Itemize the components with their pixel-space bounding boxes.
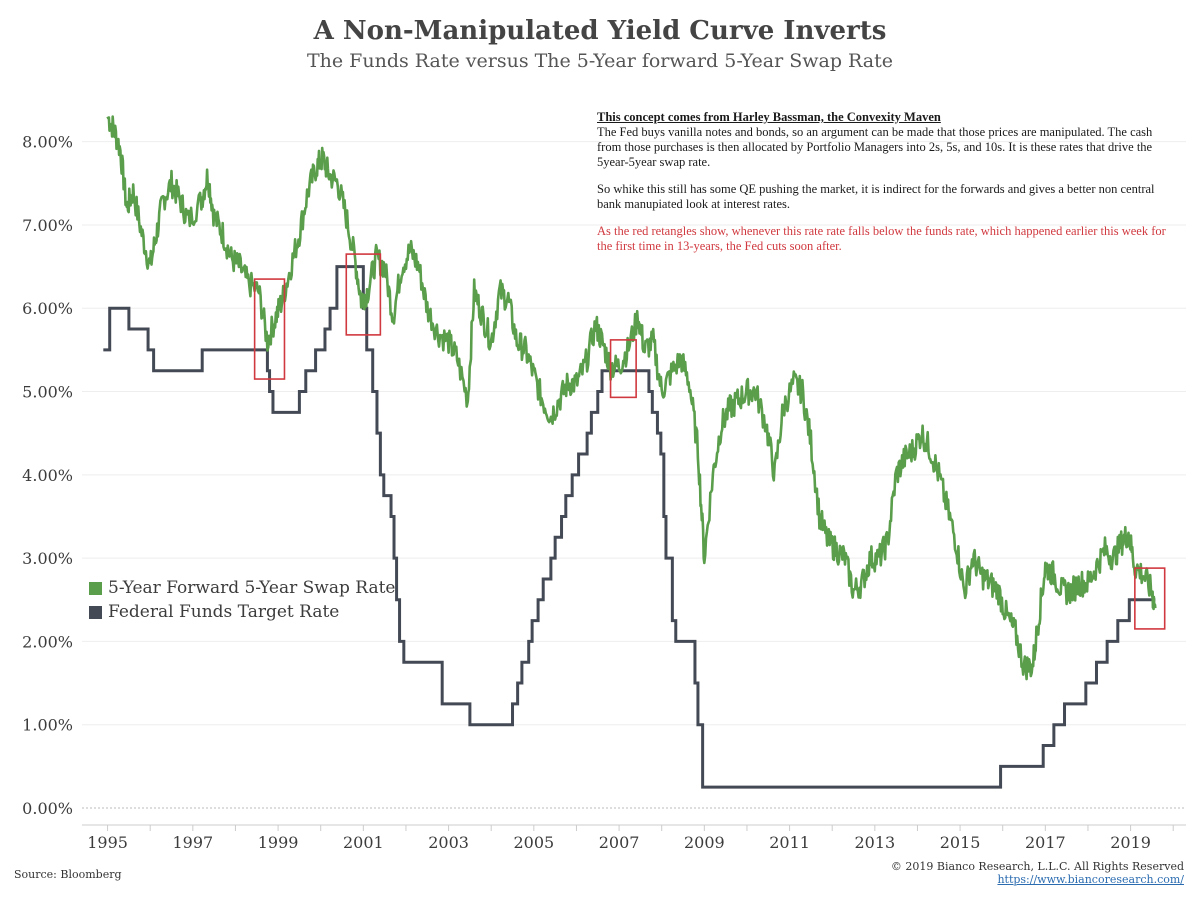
x-tick-label: 1995 [87,833,128,852]
x-tick-label: 2015 [940,833,981,852]
annotation-heading: This concept comes from Harley Bassman, … [597,110,941,124]
legend-label-swap-rate: 5-Year Forward 5-Year Swap Rate [108,578,396,598]
website-link[interactable]: https://www.biancoresearch.com/ [997,873,1184,886]
series-line-swap-rate [106,115,1157,681]
annotation-paragraph-1: The Fed buys vanilla notes and bonds, so… [597,125,1153,169]
highlight-rectangle [345,253,382,336]
legend-label-funds-rate: Federal Funds Target Rate [108,602,340,622]
y-tick-label: 2.00% [22,632,73,651]
x-tick-label: 2001 [343,833,384,852]
highlight-rectangle [253,278,286,380]
x-tick-label: 1999 [258,833,299,852]
y-tick-label: 0.00% [22,799,73,818]
chart-subtitle: The Funds Rate versus The 5-Year forward… [306,50,894,72]
legend-swatch-swap-rate [89,581,102,595]
x-tick-label: 2019 [1110,833,1151,852]
copyright-block: © 2019 Bianco Research, L.L.C. All Right… [891,860,1184,886]
legend-item-funds-rate: Federal Funds Target Rate [89,600,396,624]
highlight-rectangle [609,339,637,399]
legend-item-swap-rate: 5-Year Forward 5-Year Swap Rate [89,576,396,600]
highlight-rectangle [1134,567,1166,630]
x-tick-label: 1997 [172,833,213,852]
x-tick-label: 2003 [428,833,469,852]
y-tick-label: 5.00% [22,383,73,402]
copyright-text: © 2019 Bianco Research, L.L.C. All Right… [890,860,1184,873]
x-tick-label: 2013 [854,833,895,852]
x-tick-label: 2011 [769,833,810,852]
annotation-paragraph-3: As the red retangles show, whenever this… [597,224,1166,253]
y-tick-label: 6.00% [22,299,73,318]
legend-swatch-funds-rate [89,605,102,619]
chart-legend: 5-Year Forward 5-Year Swap Rate Federal … [89,576,396,624]
x-tick-label: 2007 [599,833,640,852]
y-tick-label: 7.00% [22,216,73,235]
y-tick-label: 1.00% [22,716,73,735]
y-tick-label: 8.00% [22,133,73,152]
x-tick-label: 2017 [1025,833,1066,852]
x-tick-label: 2009 [684,833,725,852]
annotation-paragraph-2: So whike this still has some QE pushing … [597,182,1155,211]
series-line-funds-rate [103,265,1156,789]
annotation-box: This concept comes from Harley Bassman, … [597,110,1177,266]
chart-title: A Non-Manipulated Yield Curve Inverts [313,16,887,46]
y-tick-label: 3.00% [22,549,73,568]
y-tick-label: 4.00% [22,466,73,485]
x-tick-label: 2005 [513,833,554,852]
source-note: Source: Bloomberg [14,868,122,881]
